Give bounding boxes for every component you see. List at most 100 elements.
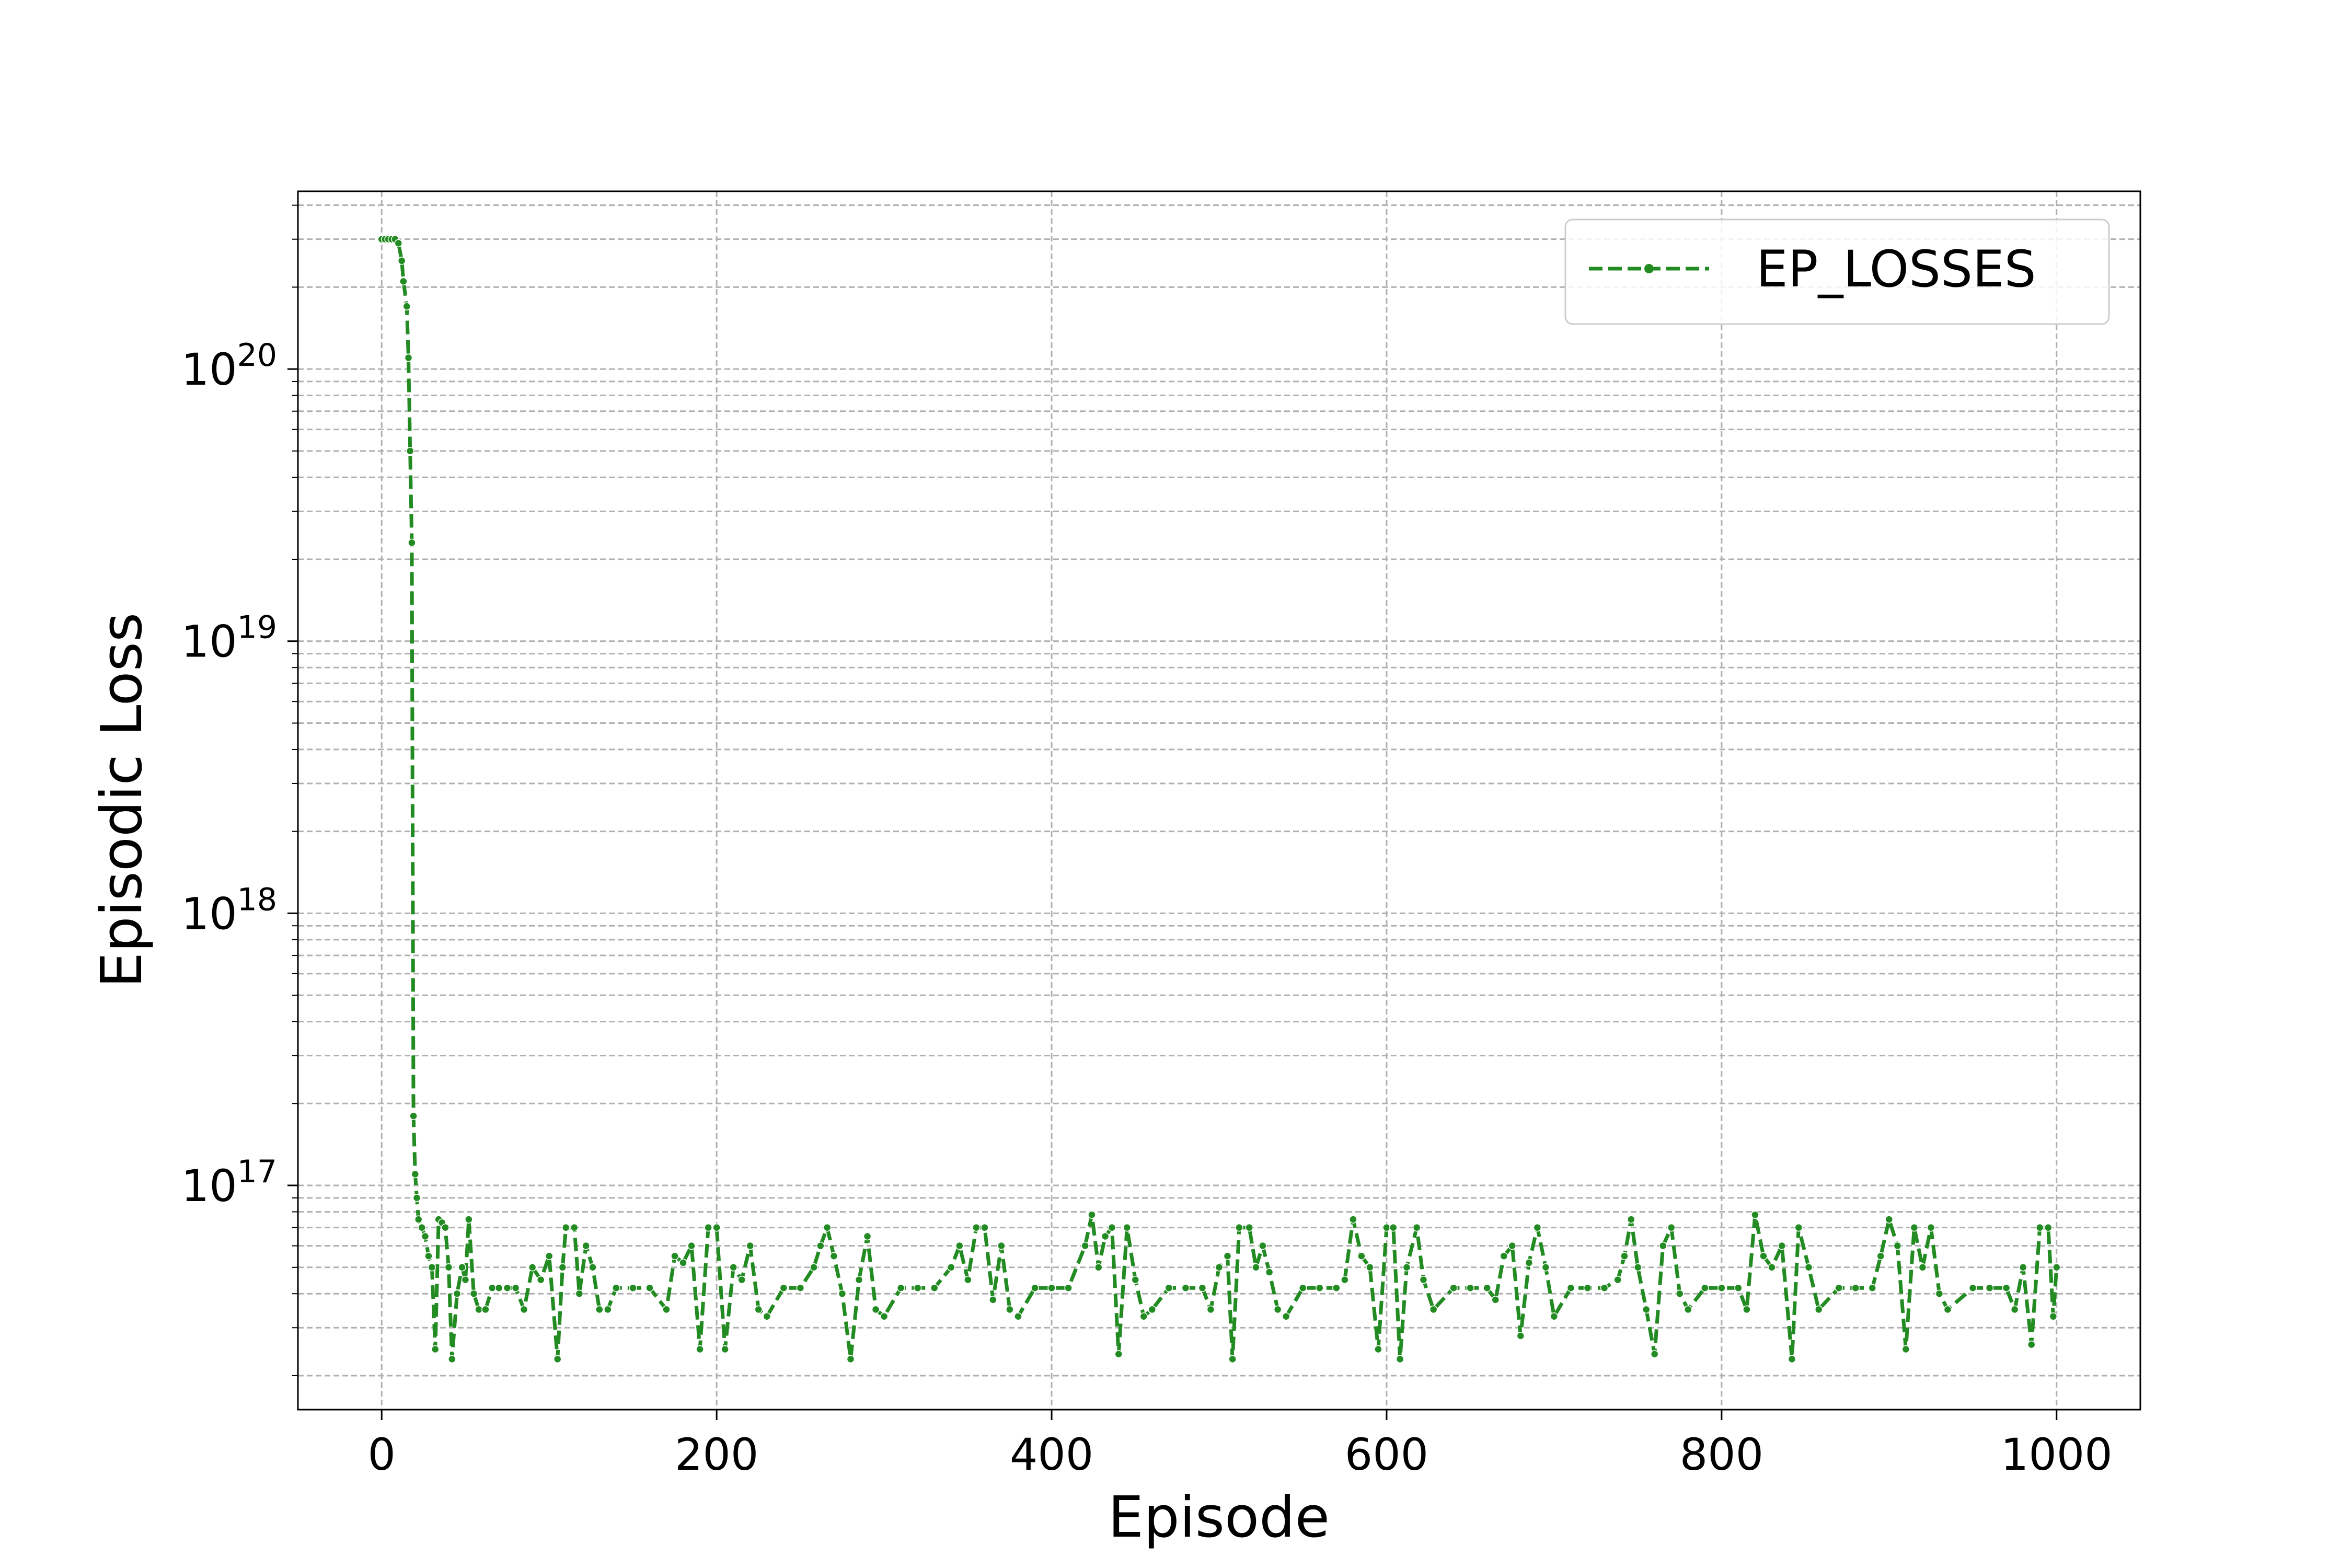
data-point (1382, 1223, 1391, 1232)
x-tick-label: 400 (1010, 1429, 1093, 1480)
data-point (409, 1112, 418, 1120)
data-point (2002, 1284, 2011, 1292)
data-point (2049, 1312, 2058, 1321)
data-point (469, 1289, 478, 1298)
data-point (810, 1263, 818, 1272)
data-point (737, 1275, 746, 1284)
data-point (964, 1275, 972, 1284)
data-point (424, 1252, 433, 1260)
data-point (1885, 1215, 1894, 1224)
data-point (1252, 1263, 1260, 1272)
data-point (1094, 1263, 1103, 1272)
data-point (1918, 1263, 1927, 1272)
data-point (604, 1305, 612, 1314)
data-point (465, 1215, 473, 1224)
data-point (1298, 1284, 1307, 1292)
data-point (408, 538, 416, 547)
x-tick-label: 0 (368, 1429, 396, 1480)
data-point (553, 1355, 562, 1364)
data-point (494, 1284, 503, 1292)
data-point (1684, 1305, 1692, 1314)
data-point (1943, 1305, 1952, 1314)
data-point (796, 1284, 805, 1292)
data-point (997, 1241, 1006, 1250)
data-point (561, 1223, 570, 1232)
data-point (2044, 1223, 2053, 1232)
data-point (1466, 1284, 1474, 1292)
data-point (687, 1241, 696, 1250)
data-point (1650, 1350, 1659, 1358)
data-point (488, 1284, 497, 1292)
data-point (829, 1252, 838, 1260)
data-point (729, 1263, 737, 1272)
data-point (558, 1263, 567, 1272)
data-point (421, 1232, 430, 1241)
data-point (1835, 1284, 1843, 1292)
data-point (2053, 1263, 2061, 1272)
data-point (1006, 1305, 1014, 1314)
data-point (503, 1284, 512, 1292)
data-point (1101, 1232, 1110, 1241)
data-point (1901, 1345, 1910, 1354)
data-point (412, 1194, 421, 1202)
data-point (1131, 1275, 1140, 1284)
data-point (1985, 1284, 1994, 1292)
data-point (930, 1284, 939, 1292)
data-point (511, 1284, 520, 1292)
x-tick-label: 600 (1345, 1429, 1428, 1480)
data-point (481, 1305, 490, 1314)
data-point (981, 1223, 989, 1232)
data-point (838, 1289, 847, 1298)
legend: EP_LOSSES (1564, 218, 2110, 325)
data-point (461, 1275, 470, 1284)
y-axis: 1017 1018 1019 1020 (181, 204, 298, 1376)
data-point (855, 1275, 863, 1284)
data-point (896, 1284, 905, 1292)
data-point (746, 1241, 754, 1250)
data-point (575, 1289, 584, 1298)
data-point (1893, 1241, 1902, 1250)
data-point (1349, 1215, 1357, 1224)
data-point (1541, 1263, 1550, 1272)
data-point (1613, 1275, 1622, 1284)
legend-marker (1644, 264, 1654, 273)
data-point (1483, 1284, 1491, 1292)
data-point (1794, 1223, 1803, 1232)
data-point (671, 1252, 679, 1260)
data-point (989, 1296, 997, 1304)
y-tick-label: 1019 (181, 609, 277, 667)
data-point (399, 277, 408, 286)
data-point (1701, 1284, 1709, 1292)
data-point (1751, 1210, 1759, 1219)
data-point (1788, 1355, 1796, 1364)
data-point (1064, 1284, 1073, 1292)
data-point (823, 1223, 832, 1232)
data-point (1566, 1284, 1575, 1292)
data-point (1620, 1252, 1629, 1260)
data-point (448, 1355, 456, 1364)
data-point (1412, 1223, 1421, 1232)
data-point (1047, 1284, 1056, 1292)
data-point (696, 1345, 704, 1354)
data-point (779, 1284, 788, 1292)
data-point (1449, 1284, 1458, 1292)
data-point (570, 1223, 579, 1232)
data-point (411, 1170, 420, 1179)
data-point (1366, 1263, 1374, 1272)
data-point (1642, 1305, 1651, 1314)
data-point (1759, 1252, 1768, 1260)
y-tick-label: 1018 (181, 881, 277, 939)
data-point (1114, 1350, 1123, 1358)
y-tick-label: 1020 (181, 337, 277, 395)
data-point (1778, 1241, 1786, 1250)
data-point (704, 1223, 712, 1232)
data-point (1228, 1355, 1237, 1364)
data-point (721, 1345, 729, 1354)
data-point (475, 1305, 483, 1314)
data-point (1927, 1223, 1935, 1232)
data-point (1389, 1223, 1398, 1232)
data-point (1273, 1305, 1282, 1314)
data-point (1935, 1289, 1944, 1298)
data-point (414, 1215, 423, 1224)
